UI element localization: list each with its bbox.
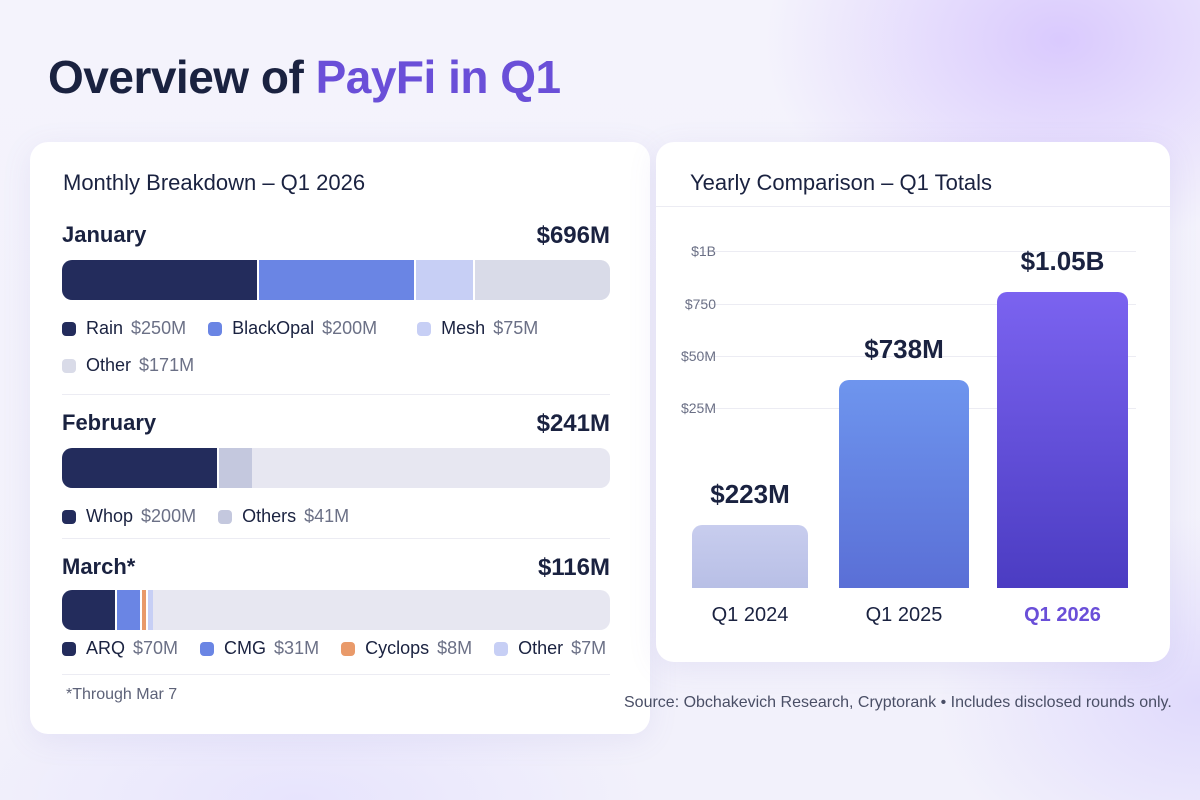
divider [62,538,610,539]
legend-swatch [417,321,432,336]
legend-value: $250M [131,318,187,338]
legend-swatch [341,641,356,656]
bar-segment-whop [62,448,220,488]
gridline [696,356,1136,357]
month-name: February [62,410,157,435]
bar-segment-other [475,260,610,300]
bar-q1-2025 [839,380,969,588]
monthly-breakdown-title: Monthly Breakdown – Q1 2026 [63,170,366,195]
legend: ARQ $70M CMG $31M Cyclops $8M Other $7M [62,638,628,659]
gridline [696,251,1136,252]
stacked-bar [62,260,610,300]
yearly-comparison-card: Yearly Comparison – Q1 Totals $25M $50M $7… [656,142,1170,662]
legend-name: Other [86,355,132,375]
yearly-plot-area: $25M $50M $750 $1B $223M Q1 2024 $738M Q1 2025 $… [656,142,1170,662]
legend-value: $7M [571,638,607,658]
y-tick-label: $750 [684,296,716,312]
stacked-bar [62,448,610,488]
legend-item: Other $171M [62,355,194,376]
legend-value: $200M [141,506,197,526]
month-name: January [62,222,147,247]
legend-value: $75M [493,318,539,338]
legend-value: $31M [274,638,320,658]
legend-name: Whop [86,506,134,526]
legend-swatch [62,358,76,373]
legend-item: Mesh $75M [417,318,538,339]
monthly-breakdown-card: Monthly Breakdown – Q1 2026 January $696… [30,142,650,734]
legend-name: Rain [86,318,124,338]
legend-item: Whop $200M [62,506,196,527]
legend-item: CMG $31M [200,638,319,659]
legend-item: Rain $250M [62,318,186,339]
month-total: $241M [536,410,610,437]
yearly-comparison-title: Yearly Comparison – Q1 Totals [690,170,993,195]
legend-swatch [218,509,233,524]
bar-segment-other [147,590,154,630]
legend-name: Others [242,506,297,526]
legend-item: BlackOpal $200M [208,318,377,339]
divider [62,394,610,395]
legend-value: $200M [322,318,378,338]
legend-name: Cyclops [365,638,430,658]
bar-segment-cmg [117,590,142,630]
y-tick-label: $1B [691,243,716,259]
title-accent: PayFi in Q1 [315,51,562,103]
month-total: $116M [537,554,610,581]
legend: Rain $250M BlackOpal $200M Mesh $75M Other $171… [62,318,610,376]
bar-value-label: $223M [710,479,790,510]
y-tick-label: $50M [680,348,716,364]
bar-segment-mesh [416,260,476,300]
legend-name: ARQ [86,638,126,658]
heading-divider [656,206,1170,207]
month-total: $696M [536,222,610,249]
x-tick-label: Q1 2024 [711,604,789,626]
title-main: Overview of [48,51,316,103]
footnote: *Through Mar 7 [66,686,178,703]
legend-value: $41M [304,506,350,526]
legend-name: Mesh [441,318,486,338]
page-title: Overview of PayFi in Q1 [48,50,561,104]
legend-item: ARQ $70M [62,638,178,659]
stacked-bar [62,590,610,630]
bar-q1-2026 [997,292,1128,588]
legend-name: CMG [224,638,267,658]
gridline [696,304,1136,305]
legend-item: Cyclops $8M [341,638,472,659]
bar-q1-2024 [692,525,808,588]
legend-swatch [62,321,76,336]
legend: Whop $200M Others $41M [62,506,371,527]
legend-name: Other [518,638,564,658]
legend-value: $171M [139,355,195,375]
legend-swatch [494,641,509,656]
bar-value-label: $1.05B [1020,246,1105,277]
legend-value: $70M [133,638,179,658]
legend-swatch [208,321,223,336]
legend-item: Other $7M [494,638,606,659]
source-note: Source: Obchakevich Research, Cryptorank… [624,694,1172,711]
month-name: March* [62,554,136,579]
legend-swatch [62,509,76,524]
bar-segment-arq [62,590,118,630]
legend-value: $8M [437,638,473,658]
y-tick-label: $25M [680,400,716,416]
bar-segment-cyclops [141,590,148,630]
x-tick-label: Q1 2026 [1024,604,1101,626]
legend-item: Others $41M [218,506,349,527]
legend-swatch [200,641,215,656]
divider [62,674,610,675]
bar-value-label: $738M [864,334,944,365]
legend-swatch [62,641,76,656]
bar-segment-blackopal [258,260,417,300]
legend-name: BlackOpal [232,318,315,338]
bar-segment-rain [62,260,259,300]
x-tick-label: Q1 2025 [865,604,943,626]
bar-segment-others [219,448,252,488]
